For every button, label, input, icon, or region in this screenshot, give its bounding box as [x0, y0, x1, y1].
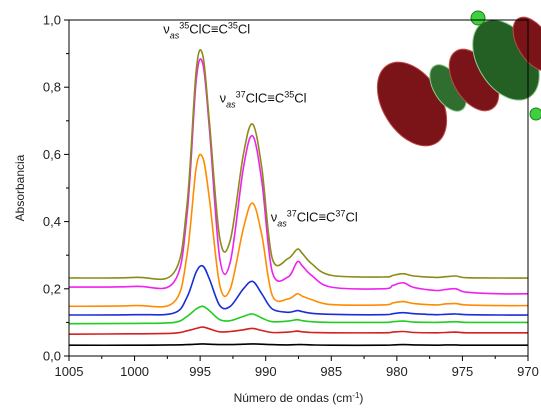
x-tick-label: 1005 — [55, 364, 84, 379]
atom-green-1 — [470, 10, 486, 26]
y-tick-label: 0,8 — [43, 80, 61, 95]
y-axis: 0,0 0,2 0,4 0,6 0,8 1,0 — [43, 13, 69, 364]
x-tick-label: 1000 — [120, 364, 149, 379]
x-tick-label: 985 — [320, 364, 342, 379]
y-tick-label: 0,6 — [43, 147, 61, 162]
x-tick-label: 990 — [255, 364, 277, 379]
series-line-3 — [68, 305, 528, 325]
orbital-lobe-red-3 — [512, 16, 541, 72]
y-tick-label: 0,4 — [43, 214, 61, 229]
peak-annotation-2: νas37ClC≡C35Cl — [220, 89, 307, 109]
x-tick-label: 975 — [452, 364, 474, 379]
peak-annotation-3: νas37ClC≡C37Cl — [271, 209, 358, 229]
x-axis: 1005 1000 995 990 985 980 975 970 — [55, 356, 539, 379]
y-tick-label: 0,2 — [43, 281, 61, 296]
atom-green-2 — [529, 107, 541, 121]
series-line-6 — [68, 58, 529, 295]
peak-annotations: νas35ClC≡C35Cl νas37ClC≡C35Cl νas37ClC≡C37… — [163, 20, 358, 228]
x-tick-label: 995 — [189, 364, 211, 379]
x-axis-title: Número de ondas (cm-1) — [234, 391, 364, 406]
x-tick-label: 970 — [517, 364, 539, 379]
series-line-5 — [68, 153, 529, 308]
series-layer — [68, 49, 529, 347]
series-line-2 — [68, 326, 528, 335]
series-line-7 — [68, 49, 529, 281]
peak-annotation-1: νas35ClC≡C35Cl — [163, 20, 250, 40]
x-tick-label: 980 — [386, 364, 408, 379]
molecule-orbital-image — [376, 10, 541, 147]
series-line-1 — [68, 343, 528, 347]
y-axis-title: Absorbancia — [13, 154, 27, 221]
series-line-4 — [68, 264, 529, 316]
y-tick-label: 0,0 — [43, 349, 61, 364]
y-tick-label: 1,0 — [43, 13, 61, 28]
